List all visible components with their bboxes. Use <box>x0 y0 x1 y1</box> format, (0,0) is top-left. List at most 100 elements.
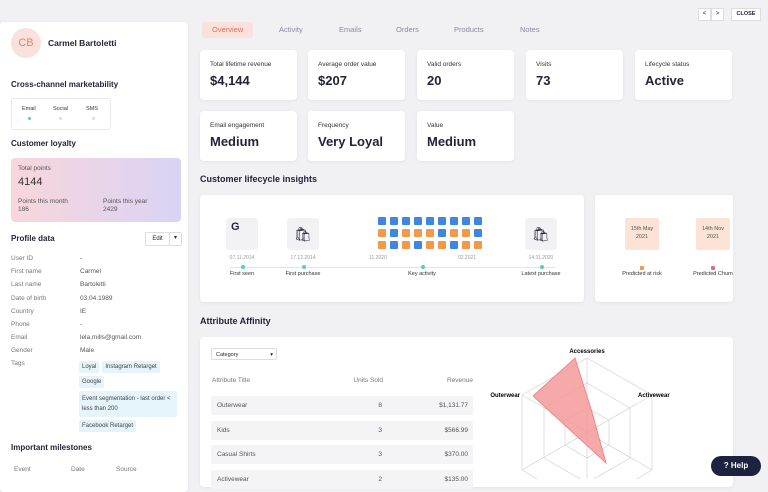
activity-square <box>450 241 458 249</box>
stat-card <box>308 111 405 161</box>
radar-label: Accessories <box>569 349 605 355</box>
stat-card <box>635 50 732 100</box>
activity-square <box>414 229 422 237</box>
google-icon: G <box>231 221 240 233</box>
stat-value: 20 <box>427 73 442 88</box>
row-revenue: $370.00 <box>444 451 469 458</box>
edit-dropdown[interactable]: ▾ <box>169 232 182 246</box>
category-dropdown[interactable]: Category ▾ <box>211 348 277 360</box>
tag: Instagram Retarget <box>102 361 160 373</box>
help-button[interactable]: ? Help <box>711 456 761 476</box>
row-units: 8 <box>378 402 382 409</box>
field-value: lela.mills@gmail.com <box>80 334 142 342</box>
stat-label: Email engagement <box>210 122 265 129</box>
activity-square <box>462 229 470 237</box>
tab[interactable]: Emails <box>339 25 362 34</box>
close-button[interactable]: CLOSE <box>731 8 761 21</box>
row-revenue: $1,131.77 <box>439 402 468 409</box>
tab[interactable]: Overview <box>202 22 254 38</box>
event-date: 14.11.2020 <box>528 255 554 261</box>
timeline-dot <box>301 265 306 269</box>
row-revenue: $566.99 <box>444 426 469 434</box>
field-value: IE <box>80 307 87 315</box>
event-date: 11.2020 <box>369 255 387 261</box>
row-title: Kids <box>217 426 230 434</box>
avatar: CB <box>11 28 41 58</box>
field-label: Country <box>11 307 34 315</box>
stat-value: 73 <box>536 73 551 88</box>
column-header: Date <box>71 466 85 473</box>
activity-square <box>402 217 410 225</box>
activity-square <box>450 217 458 225</box>
field-label: Tags <box>11 360 25 367</box>
field-label: Email <box>11 334 28 342</box>
activity-square <box>438 217 446 225</box>
stat-label: Valid orders <box>427 61 462 68</box>
tag: Loyal <box>79 361 100 373</box>
row-units: 3 <box>378 426 382 434</box>
stat-value: $4,144 <box>210 73 250 88</box>
stat-label: Average order value <box>318 61 377 68</box>
activity-square <box>438 241 446 249</box>
row-title: Casual Shirts <box>217 451 256 458</box>
column-header: Source <box>116 466 137 473</box>
stat-card <box>417 50 514 100</box>
radar-chart: Accessories Outerwear Activewear <box>490 349 670 479</box>
radar-area <box>532 357 607 465</box>
stat-card <box>200 111 297 161</box>
edit-button[interactable]: Edit <box>145 232 170 246</box>
activity-square <box>390 229 398 237</box>
tab[interactable]: Orders <box>396 25 419 34</box>
stat-value: Medium <box>210 134 260 149</box>
channel-box <box>11 98 111 130</box>
event-label: Key activity <box>408 271 436 277</box>
tab[interactable]: Activity <box>279 25 303 34</box>
field-label: Gender <box>11 347 33 355</box>
stat-value: Medium <box>427 134 477 149</box>
field-value: - <box>80 321 83 328</box>
row-units: 3 <box>378 451 382 458</box>
event-date: 02.2021 <box>457 255 477 261</box>
stat-card <box>417 111 514 161</box>
activity-square <box>426 241 434 249</box>
help-text: Help <box>730 461 749 470</box>
activity-square <box>378 229 386 237</box>
stat-label: Value <box>427 122 444 129</box>
loyalty-label: Points this year <box>103 198 148 205</box>
column-header: Units Sold <box>353 377 383 384</box>
channel-label: SMS <box>86 106 98 112</box>
column-header: Event <box>14 466 31 473</box>
activity-square <box>426 229 434 237</box>
tab[interactable]: Notes <box>520 25 540 34</box>
table-row <box>211 469 473 489</box>
event-label: First purchase <box>285 271 321 277</box>
loyalty-label: Points this month <box>18 198 68 205</box>
channel-label: Email <box>22 106 36 112</box>
prediction-dot <box>711 266 715 270</box>
section-title: Customer loyalty <box>11 139 76 148</box>
row-title: Activewear <box>217 475 249 483</box>
table-row <box>211 445 473 464</box>
stat-value: Active <box>645 73 685 88</box>
prev-button[interactable]: < <box>698 8 711 21</box>
activity-square <box>402 229 410 237</box>
field-value: Bartoletti <box>80 281 106 289</box>
section-title: Cross-channel marketability <box>11 80 119 89</box>
loyalty-value: 186 <box>18 206 29 213</box>
loyalty-total: 4144 <box>18 176 43 188</box>
channel-dot <box>92 117 95 120</box>
activity-square <box>462 241 470 249</box>
next-button[interactable]: > <box>711 8 724 21</box>
stat-label: Total lifetime revenue <box>210 61 272 68</box>
prediction-label: Predicted Churn <box>693 271 733 277</box>
table-row <box>211 396 473 415</box>
loyalty-box <box>11 158 181 222</box>
timeline-line <box>230 267 555 268</box>
tag: Facebook Retarget <box>79 420 137 432</box>
timeline-dot <box>240 265 245 269</box>
event-label: Latest purchase <box>521 271 561 277</box>
loyalty-label: Total points <box>18 165 51 172</box>
tab[interactable]: Products <box>454 25 484 34</box>
prediction-dot <box>640 266 644 270</box>
field-label: First name <box>11 268 42 276</box>
